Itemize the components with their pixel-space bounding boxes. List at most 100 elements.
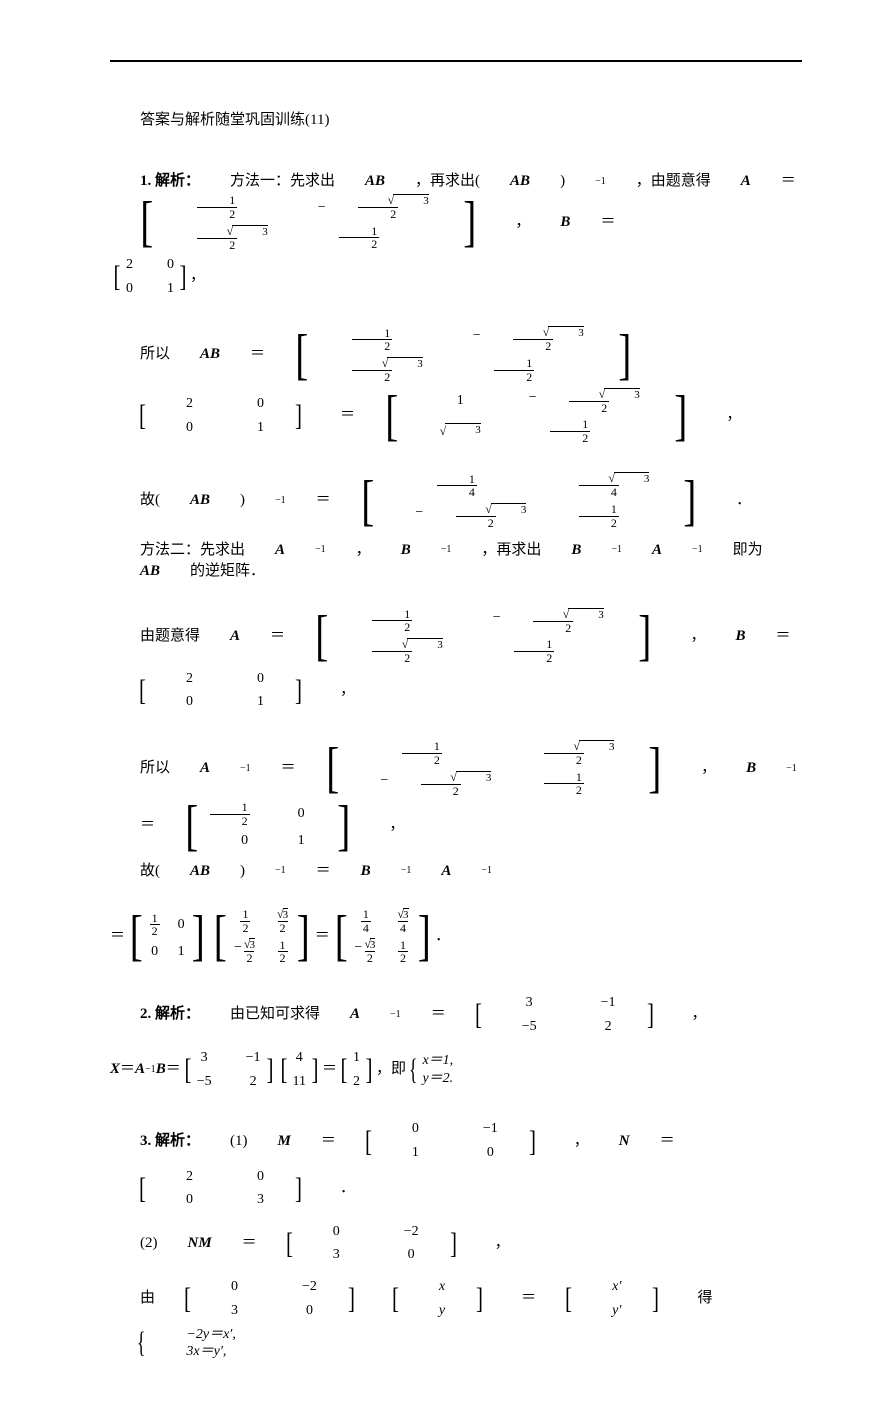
p1-matB: [ 2001 ]	[112, 253, 188, 300]
q3b-NM: NM	[158, 1233, 212, 1254]
p7-A: A	[411, 861, 451, 882]
q3-M: M	[248, 1131, 291, 1152]
p1-label: 1. 解析：	[110, 171, 200, 192]
p4-inv1: −1	[285, 543, 326, 557]
p1-AB2: AB	[480, 171, 530, 192]
p2-mB: [ 2001 ]	[112, 392, 308, 439]
p5-eq: ＝	[240, 626, 285, 647]
q2b-brace: x＝1, y＝2.	[406, 1049, 453, 1091]
p1-t1: 方法一：先求出	[200, 171, 335, 192]
q2b-eq3: ＝	[322, 1059, 337, 1080]
q3-eq2: ＝	[630, 1131, 675, 1152]
q2-c: ，	[662, 1004, 707, 1025]
p4-A2: A	[622, 540, 662, 561]
p4-B2: B	[541, 540, 581, 561]
p1-AB: AB	[335, 171, 385, 192]
p5-pre: 由题意得	[110, 626, 200, 647]
p2-comma: ，	[696, 405, 741, 426]
p4-line: 方法二：先求出 A −1 ， B −1 ，再求出 B −1 A −1 即为 AB…	[110, 540, 802, 582]
p6-inv2: −1	[756, 762, 797, 776]
p7-eq: ＝	[286, 861, 331, 882]
q3b-eq: ＝	[212, 1233, 257, 1254]
p2-line: 所以 AB ＝ [ 12 −32 32 12 ] [ 2001 ] ＝ [ 1 …	[110, 324, 802, 446]
p4-inv2: −1	[411, 543, 452, 557]
q3b-c: ，	[465, 1233, 510, 1254]
q2-A: A	[320, 1004, 360, 1025]
p1-t3: )	[530, 171, 565, 192]
p8-m1: [ 120 01 ]	[127, 910, 207, 964]
p7-inv: −1	[245, 864, 286, 878]
q2b-sys1: x＝1,	[422, 1052, 453, 1070]
p6-eq2: ＝	[110, 815, 155, 836]
p6-B: B	[716, 758, 756, 779]
q2-t1: 由已知可求得	[200, 1004, 320, 1025]
p4-t4: 的逆矩阵．	[160, 561, 265, 582]
p7-pre: 故(	[110, 861, 160, 882]
q3c-sys1: −2y＝x′,	[156, 1326, 235, 1344]
p6-eq: ＝	[251, 758, 296, 779]
p1-B: B	[530, 212, 570, 233]
p5-mA: [ 12 −32 32 12 ]	[287, 606, 658, 667]
q3-label: 3. 解析：	[110, 1131, 200, 1152]
q2b-m2: [ 411 ]	[279, 1046, 320, 1093]
p2-eq: ＝	[220, 344, 265, 365]
q2b-eq2: ＝	[166, 1059, 181, 1080]
p3-line: 故( AB ) −1 ＝ [ 14 34 −32 12 ] ．	[110, 470, 802, 531]
q2b-m3: [ 12 ]	[339, 1046, 374, 1093]
q2b-B: B	[156, 1059, 166, 1080]
q3c-m2: [ xy ]	[365, 1275, 489, 1322]
p6-line: 所以 A −1 ＝ [ 12 32 −32 12 ] ， B −1 ＝ [ 12…	[110, 738, 802, 853]
p6-pre: 所以	[110, 758, 170, 779]
q3b-line: (2) NM ＝ [ 0−230 ] ，	[110, 1220, 802, 1267]
q3b-p: (2)	[110, 1233, 158, 1254]
q2-inv: −1	[360, 1008, 401, 1022]
p7-inv3: −1	[451, 864, 492, 878]
p3-eq: ＝	[286, 490, 331, 511]
p5-B: B	[705, 626, 745, 647]
q2-eq: ＝	[401, 1004, 446, 1025]
q3c-sys2: 3x＝y′,	[156, 1343, 235, 1361]
q2b-X: X	[110, 1059, 120, 1080]
p3-end: ．	[706, 490, 751, 511]
p1-matA: [ 12 −32 32 12 ]	[112, 192, 483, 253]
p1-inv: −1	[565, 175, 606, 189]
q3-N: N	[589, 1131, 630, 1152]
p4-t1: 方法二：先求出	[110, 540, 245, 561]
q3-dot: ．	[310, 1178, 355, 1199]
p6-c2: ，	[359, 815, 404, 836]
p5-c1: ，	[660, 626, 705, 647]
q3c-m1: [ 0−230 ]	[157, 1275, 361, 1322]
p8-m2: [ 12 32 −32 12 ]	[211, 906, 312, 967]
q2b-m1: [ 3−1−52 ]	[183, 1046, 275, 1093]
q2-label: 2. 解析：	[110, 1004, 200, 1025]
p7-B: B	[331, 861, 371, 882]
q2-line1: 2. 解析： 由已知可求得 A −1 ＝ [ 3−1−52 ] ，	[110, 991, 802, 1038]
p1-t4: ，由题意得	[606, 171, 711, 192]
p3-inv: −1	[245, 494, 286, 508]
p2-AB: AB	[170, 344, 220, 365]
p1-eq2: ＝	[570, 212, 615, 233]
p6-inv1: −1	[210, 762, 251, 776]
header-text: 答案与解析随堂巩固训练(11)	[110, 110, 329, 131]
q3c-p: 由	[110, 1288, 155, 1309]
q2-m1: [ 3−1−52 ]	[448, 991, 660, 1038]
p1-eq: ＝	[751, 171, 796, 192]
p8-eq: ＝	[110, 926, 125, 947]
header-line: 答案与解析随堂巩固训练(11)	[110, 110, 802, 131]
q3-c: ，	[544, 1131, 589, 1152]
q3-mN: [ 2003 ]	[112, 1165, 308, 1212]
p1-line1b: [ 2001 ] ，	[110, 253, 802, 300]
q3-eq: ＝	[291, 1131, 336, 1152]
p4-A: A	[245, 540, 285, 561]
p3-mid: )	[210, 490, 245, 511]
p4-AB: AB	[110, 561, 160, 582]
q3-line1: 3. 解析： (1) M ＝ [ 0−110 ] ， N ＝ [ 2003 ] …	[110, 1117, 802, 1211]
p8-m3: [ 14 34 −32 12 ]	[332, 906, 433, 967]
p8-eq2: ＝	[315, 926, 330, 947]
p6-mBinv: [ 12 0 0 1 ]	[157, 799, 357, 853]
p1-comma: ，	[485, 212, 530, 233]
q2b-line: X ＝ A −1 B ＝ [ 3−1−52 ] [ 411 ] ＝ [ 12 ]	[110, 1046, 802, 1093]
page: 答案与解析随堂巩固训练(11) 1. 解析： 方法一：先求出 AB ，再求出( …	[0, 0, 892, 1404]
p4-t3: 即为	[703, 540, 763, 561]
q2b-t: ，即	[376, 1059, 406, 1080]
